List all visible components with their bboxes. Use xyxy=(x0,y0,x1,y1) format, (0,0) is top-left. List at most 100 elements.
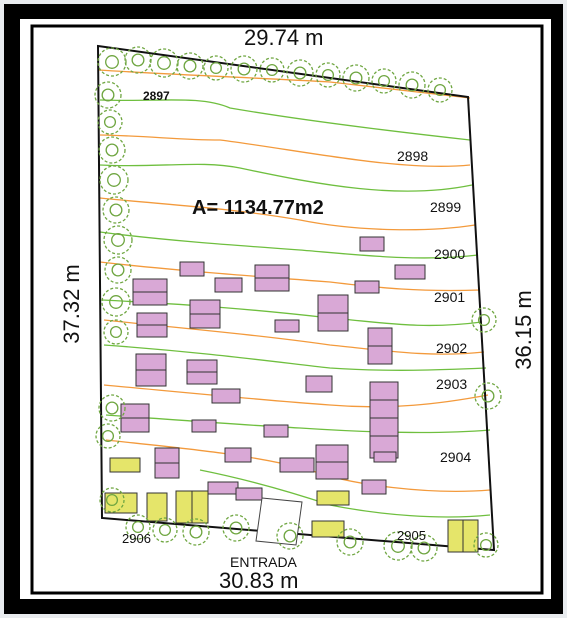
contour-label: 2905 xyxy=(397,528,426,543)
contour-label: 2899 xyxy=(430,199,461,215)
tree-symbol xyxy=(101,287,131,317)
tree-symbol-core xyxy=(105,143,119,157)
building xyxy=(179,261,205,277)
tree-symbol-core xyxy=(209,61,223,75)
tree-symbol-core xyxy=(481,389,495,403)
parking-slot xyxy=(316,490,350,506)
entrance-label: ENTRADA xyxy=(230,554,298,570)
tree-symbol-core xyxy=(109,295,123,309)
building xyxy=(354,280,380,294)
tree-symbol xyxy=(99,165,129,195)
tree-symbol-core xyxy=(433,83,447,97)
dimension-right: 36.15 m xyxy=(511,290,536,370)
tree-symbol xyxy=(276,522,304,550)
building xyxy=(279,457,315,473)
tree-symbol xyxy=(125,514,151,540)
tree-symbol xyxy=(315,62,341,88)
tree-symbol-core xyxy=(189,525,203,539)
tree-symbol xyxy=(149,48,179,78)
contour-line xyxy=(103,384,489,408)
contour-line xyxy=(99,99,471,141)
tree-symbol xyxy=(102,196,130,224)
tree-symbol-core xyxy=(229,521,243,535)
tree-symbol-core xyxy=(105,55,119,69)
tree-symbol xyxy=(342,64,370,92)
contour-label: 2897 xyxy=(143,89,170,103)
building xyxy=(361,479,387,495)
tree-symbol-core xyxy=(265,63,279,77)
tree-symbol xyxy=(176,52,204,80)
tree-symbol xyxy=(222,514,250,542)
contour-label: 2898 xyxy=(397,148,428,164)
tree-symbol xyxy=(103,319,129,345)
tree-symbol-core xyxy=(477,313,491,327)
contour-label: 2906 xyxy=(122,531,151,546)
tree-symbol xyxy=(259,57,285,83)
building xyxy=(394,264,426,280)
tree-symbol xyxy=(98,136,126,164)
contour-line xyxy=(99,163,473,192)
contour-line xyxy=(103,344,487,371)
building xyxy=(305,375,333,393)
tree-symbol xyxy=(371,68,397,94)
dimension-bottom: 30.83 m xyxy=(219,568,299,593)
contour-line xyxy=(99,231,479,259)
tree-symbol xyxy=(336,528,364,556)
tree-symbol xyxy=(98,394,126,422)
building xyxy=(235,487,263,501)
parking-slot xyxy=(104,492,138,514)
parking-slot xyxy=(146,492,168,522)
tree-symbol xyxy=(286,59,314,87)
tree-symbol-core xyxy=(158,523,172,537)
building xyxy=(207,481,239,495)
building xyxy=(369,381,399,459)
tree-symbol-core xyxy=(183,59,197,73)
tree-symbol xyxy=(383,531,413,561)
parking-areas xyxy=(104,457,479,553)
tree-symbol-core xyxy=(131,53,145,67)
tree-symbol xyxy=(124,46,152,74)
tree-symbol-core xyxy=(111,263,125,277)
tree-symbol-core xyxy=(377,74,391,88)
contour-line xyxy=(103,319,485,355)
contour-line xyxy=(105,414,491,434)
tree-symbol-core xyxy=(343,535,357,549)
building xyxy=(191,419,217,433)
trees xyxy=(94,46,502,562)
dimension-top: 29.74 m xyxy=(244,25,324,50)
tree-symbol-core xyxy=(111,233,125,247)
dimension-left: 37.32 m xyxy=(59,264,84,344)
tree-symbol xyxy=(473,532,499,558)
parking-slot xyxy=(109,457,141,473)
building xyxy=(359,236,385,252)
tree-symbol-core xyxy=(107,173,121,187)
tree-symbol xyxy=(104,256,132,284)
building xyxy=(214,277,243,293)
tree-symbol xyxy=(203,55,229,81)
tree-symbol xyxy=(398,71,426,99)
tree-symbol xyxy=(94,81,122,109)
tree-symbol-core xyxy=(105,401,119,415)
property-boundary xyxy=(96,44,496,552)
contour-line xyxy=(99,197,476,231)
tree-symbol xyxy=(410,534,438,562)
contour-line xyxy=(99,134,471,167)
area-label: A= 1134.77m2 xyxy=(192,197,324,219)
entrance-area xyxy=(255,497,303,546)
tree-symbol-core xyxy=(283,529,297,543)
parking-slot xyxy=(311,520,345,538)
tree-symbol-core xyxy=(237,62,251,76)
building xyxy=(224,447,252,463)
building xyxy=(263,424,289,438)
tree-symbol-core xyxy=(109,325,123,339)
contour-line xyxy=(99,261,481,292)
building xyxy=(211,388,241,404)
building xyxy=(373,451,397,463)
tree-symbol xyxy=(471,307,497,333)
contour-label: 2904 xyxy=(440,449,471,465)
contour-label: 2900 xyxy=(434,246,465,262)
tree-symbol-core xyxy=(101,88,115,102)
tree-symbol xyxy=(103,225,133,255)
tree-symbol-core xyxy=(391,539,405,553)
